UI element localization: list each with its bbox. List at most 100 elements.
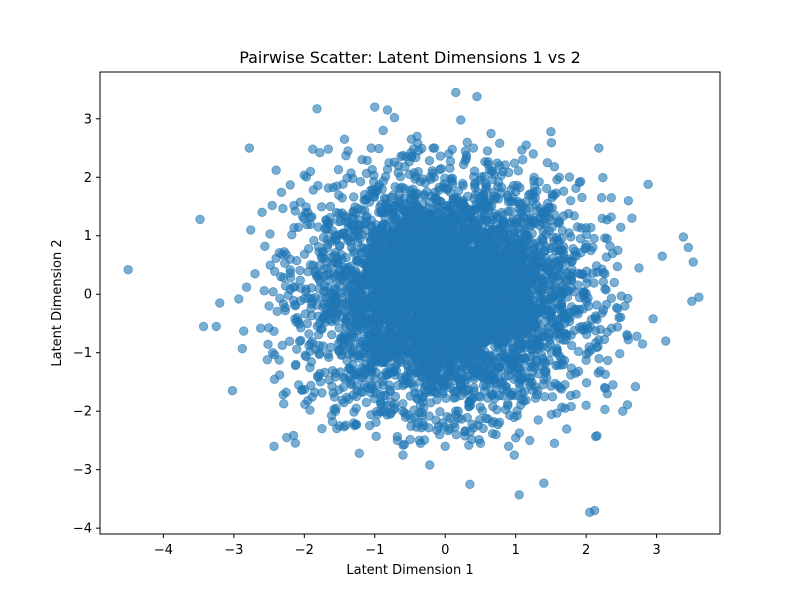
scatter-point [489, 280, 499, 290]
scatter-point [420, 263, 430, 273]
scatter-point [276, 187, 287, 198]
scatter-point [543, 202, 554, 213]
scatter-point [453, 347, 463, 358]
scatter-point [432, 395, 442, 405]
scatter-point [554, 351, 565, 361]
scatter-point [267, 200, 277, 211]
scatter-point [514, 363, 524, 374]
scatter-point [378, 376, 388, 386]
scatter-point [457, 374, 468, 384]
scatter-point [395, 172, 406, 182]
scatter-point [292, 344, 302, 354]
scatter-point [593, 368, 604, 378]
scatter-point [407, 260, 418, 270]
scatter-point [435, 407, 445, 417]
scatter-point [395, 327, 405, 337]
scatter-point [326, 289, 336, 299]
scatter-point [600, 404, 610, 415]
scatter-point [387, 211, 397, 221]
scatter-point [399, 266, 410, 276]
scatter-point [489, 169, 499, 180]
scatter-point [517, 342, 527, 352]
scatter-point [277, 340, 288, 350]
scatter-point [271, 253, 281, 263]
scatter-point [394, 203, 405, 213]
scatter-point [429, 172, 440, 182]
scatter-point [306, 283, 317, 293]
scatter-point [317, 247, 328, 257]
scatter-point [290, 438, 301, 448]
scatter-point [368, 279, 379, 289]
scatter-point [409, 232, 420, 242]
scatter-point [269, 326, 279, 337]
scatter-point [349, 192, 359, 202]
scatter-point [503, 248, 513, 258]
scatter-point [503, 274, 514, 284]
scatter-point [606, 193, 616, 203]
scatter-point [244, 143, 255, 153]
scatter-point [494, 138, 505, 149]
scatter-point [365, 373, 375, 383]
scatter-point [487, 262, 497, 273]
scatter-point [544, 294, 554, 305]
scatter-point [592, 314, 602, 325]
scatter-point [353, 203, 364, 214]
scatter-point [419, 421, 429, 431]
scatter-point [563, 256, 574, 267]
scatter-point [606, 293, 617, 304]
scatter-point [598, 172, 608, 183]
scatter-point [453, 186, 464, 196]
scatter-point [581, 355, 591, 365]
scatter-point [269, 266, 280, 276]
scatter-point [451, 429, 462, 440]
scatter-point [571, 389, 581, 400]
scatter-point [601, 285, 611, 295]
scatter-point [350, 305, 360, 315]
scatter-point [433, 197, 443, 207]
scatter-point [370, 248, 380, 258]
scatter-point [387, 338, 398, 349]
scatter-point [524, 320, 535, 330]
scatter-point [354, 448, 364, 459]
scatter-point [313, 222, 323, 232]
scatter-point [375, 239, 385, 250]
scatter-point [398, 399, 408, 409]
scatter-point [592, 431, 602, 441]
scatter-point [547, 392, 558, 402]
scatter-point [367, 318, 377, 328]
scatter-point [542, 304, 552, 314]
scatter-point [295, 265, 305, 276]
scatter-point [241, 282, 252, 292]
scatter-point [315, 147, 325, 158]
scatter-point [474, 415, 485, 425]
scatter-point [434, 256, 445, 267]
scatter-point [351, 273, 361, 283]
scatter-point [417, 410, 427, 421]
scatter-point [564, 172, 575, 182]
scatter-point [581, 329, 592, 340]
scatter-point [351, 391, 362, 402]
scatter-point [412, 201, 422, 211]
scatter-point [437, 244, 448, 254]
scatter-point [306, 303, 316, 314]
scatter-point [499, 226, 509, 237]
scatter-point [417, 247, 427, 257]
scatter-point [255, 323, 266, 333]
scatter-point [532, 186, 542, 196]
scatter-point [293, 222, 304, 232]
scatter-point [300, 309, 311, 319]
scatter-point [316, 324, 326, 335]
scatter-point [536, 283, 547, 294]
scatter-point [582, 278, 592, 289]
scatter-point [509, 180, 519, 191]
scatter-point [348, 344, 359, 354]
scatter-point [478, 191, 489, 201]
scatter-point [467, 250, 478, 261]
scatter-point [485, 218, 495, 228]
scatter-point [373, 299, 383, 309]
scatter-point [308, 260, 319, 270]
scatter-point [524, 233, 534, 244]
scatter-point [539, 392, 550, 402]
scatter-point [358, 313, 368, 324]
scatter-point [265, 229, 275, 239]
